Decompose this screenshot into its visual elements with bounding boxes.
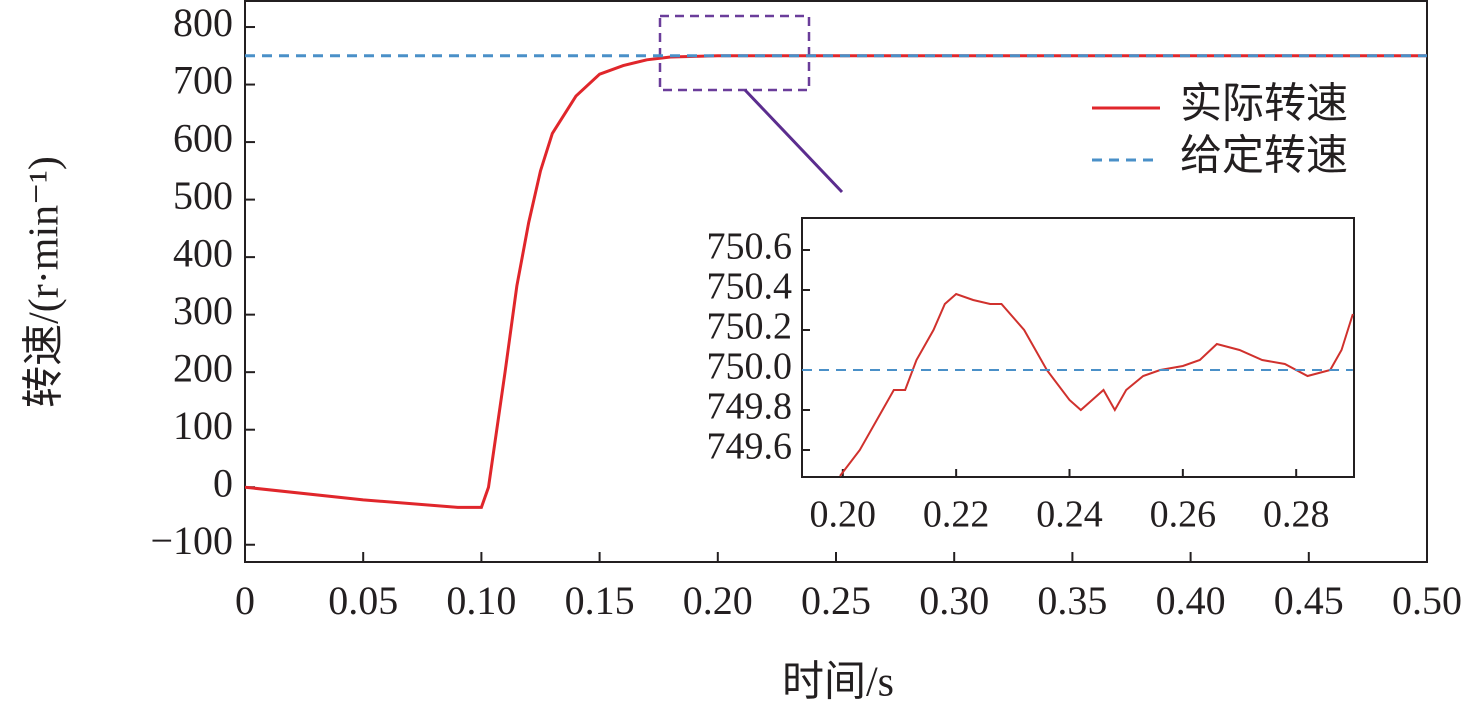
x-tick-label: 0.20: [683, 578, 753, 623]
y-axis-label: 转速/(r·min⁻¹): [22, 156, 68, 408]
legend-label: 实际转速: [1180, 81, 1348, 128]
legend-label: 给定转速: [1180, 133, 1348, 180]
x-tick-label: 0.15: [565, 578, 635, 623]
main-plot: 0 0.05 0.10 0.15 0.20 0.25 0.30 0.35 0.40 0.45 0.5…: [150, 0, 1462, 623]
y-tick-label: 0: [213, 460, 233, 505]
y-tick-label: 300: [173, 288, 233, 333]
y-tick-label: 749.6: [707, 426, 793, 468]
x-tick-label: 0.50: [1392, 578, 1462, 623]
x-tick-label: 0.35: [1037, 578, 1107, 623]
x-tick-label: 0.20: [810, 494, 877, 536]
x-tick-label: 0.40: [1156, 578, 1226, 623]
series-line: [839, 292, 1354, 477]
zoom-box: [658, 14, 811, 92]
y-tick-label: 750.4: [707, 266, 793, 308]
x-tick-label: 0.45: [1274, 578, 1344, 623]
x-tick-label: 0.30: [919, 578, 989, 623]
x-tick-label: 0: [235, 578, 255, 623]
x-tick-label: 0.24: [1036, 494, 1103, 536]
x-tick-label: 0.25: [801, 578, 871, 623]
y-tick-label: 750.6: [707, 226, 793, 268]
y-tick-label: 100: [173, 403, 233, 448]
y-tick-label: 750.0: [707, 346, 793, 388]
y-tick-label: 700: [173, 58, 233, 103]
inset-plot: 0.20 0.22 0.24 0.26 0.28 749.6749.8750.0750.2…: [707, 226, 1354, 536]
y-tick-label: 200: [173, 345, 233, 390]
x-tick-label: 0.26: [1150, 494, 1217, 536]
x-tick-label: 0.22: [923, 494, 990, 536]
x-tick-label: 0.05: [328, 578, 398, 623]
y-tick-label: 750.2: [707, 306, 793, 348]
series-line: [245, 54, 1427, 509]
y-tick-label: −100: [150, 518, 233, 563]
x-tick-label: 0.10: [446, 578, 516, 623]
y-tick-label: 800: [173, 0, 233, 45]
inset-frame: [801, 217, 1355, 478]
zoom-connector: [743, 88, 844, 194]
y-tick-label: 400: [173, 230, 233, 275]
x-tick-label: 0.28: [1263, 494, 1330, 536]
y-tick-label: 749.8: [707, 386, 793, 428]
y-tick-label: 500: [173, 173, 233, 218]
y-tick-label: 600: [173, 115, 233, 160]
x-axis-label: 时间/s: [782, 660, 894, 706]
